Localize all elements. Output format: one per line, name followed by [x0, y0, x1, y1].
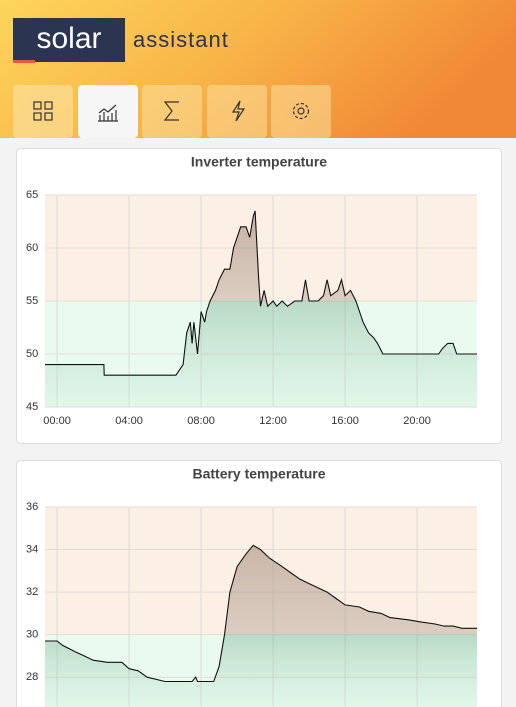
tabs: [13, 85, 331, 138]
y-tick-label: 28: [26, 671, 38, 683]
y-tick-label: 60: [26, 242, 38, 254]
tab-dashboard[interactable]: [13, 85, 73, 138]
line: [45, 210, 477, 376]
logo-accent: [13, 60, 35, 63]
brand: assistant: [133, 27, 229, 52]
x-tick-label: 12:00: [259, 415, 287, 427]
y-tick-label: 32: [26, 586, 38, 598]
area: [45, 545, 477, 707]
x-tick-label: 08:00: [187, 415, 215, 427]
x-tick-label: 04:00: [115, 415, 143, 427]
logo-box: [13, 18, 125, 62]
tab-settings[interactable]: [271, 85, 331, 138]
line: [45, 544, 477, 683]
y-tick-label: 65: [26, 189, 38, 201]
y-tick-label: 34: [26, 543, 38, 555]
chart-title: Inverter temperature: [191, 154, 327, 170]
tab-icons: [33, 100, 310, 122]
logo: solar: [36, 22, 101, 55]
y-tick-label: 45: [26, 401, 38, 413]
y-tick-label: 50: [26, 348, 38, 360]
y-tick-label: 55: [26, 295, 38, 307]
y-tick-label: 30: [26, 629, 38, 641]
x-tick-label: 20:00: [403, 415, 431, 427]
x-tick-label: 16:00: [331, 415, 359, 427]
x-tick-label: 00:00: [43, 415, 71, 427]
area: [45, 210, 477, 407]
y-tick-label: 36: [26, 501, 38, 513]
chart-title: Battery temperature: [192, 466, 325, 482]
